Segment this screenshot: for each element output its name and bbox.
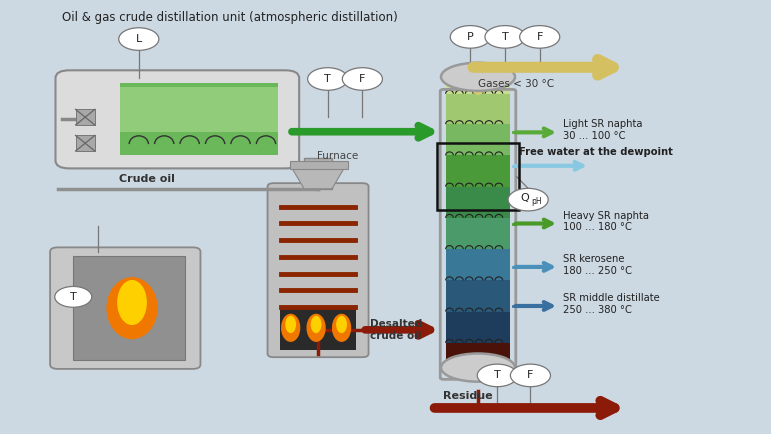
Bar (304, 158, 332, 189)
Text: F: F (527, 370, 534, 381)
Bar (446, 343, 510, 375)
Ellipse shape (285, 316, 296, 333)
Circle shape (119, 28, 159, 50)
Bar (446, 72, 510, 94)
Text: T: T (494, 370, 500, 381)
Circle shape (308, 68, 348, 90)
Text: Free water at the dewpoint: Free water at the dewpoint (519, 147, 673, 157)
Circle shape (485, 26, 525, 48)
Bar (446, 249, 510, 280)
Ellipse shape (117, 280, 146, 325)
Text: F: F (359, 74, 365, 84)
Text: T: T (325, 74, 331, 84)
Bar (280, 307, 356, 350)
Bar (73, 256, 185, 360)
Bar (446, 124, 510, 155)
Circle shape (508, 188, 548, 211)
Text: Desalted
crude oil: Desalted crude oil (370, 319, 423, 341)
Text: pH: pH (531, 197, 542, 206)
Bar (446, 280, 510, 312)
Circle shape (477, 364, 517, 387)
Polygon shape (292, 169, 343, 189)
Bar (120, 87, 278, 132)
Text: F: F (537, 32, 543, 42)
Text: Residue: Residue (443, 391, 493, 401)
Ellipse shape (306, 314, 325, 342)
Text: T: T (70, 292, 76, 302)
Bar (446, 187, 510, 218)
FancyBboxPatch shape (268, 183, 369, 357)
Bar (446, 94, 510, 124)
Bar (120, 83, 278, 155)
Text: Gases < 30 °C: Gases < 30 °C (478, 79, 554, 89)
Ellipse shape (441, 62, 515, 91)
Ellipse shape (447, 358, 509, 381)
Text: T: T (502, 32, 508, 42)
Text: Crude oil: Crude oil (119, 174, 174, 184)
Ellipse shape (441, 353, 515, 382)
Text: SR kerosene
180 ... 250 °C: SR kerosene 180 ... 250 °C (563, 254, 631, 276)
FancyBboxPatch shape (56, 70, 299, 168)
Bar (437, 143, 519, 210)
Bar (76, 135, 95, 151)
Bar (446, 155, 510, 187)
Ellipse shape (336, 316, 347, 333)
Circle shape (55, 286, 92, 307)
Ellipse shape (311, 316, 322, 333)
Ellipse shape (106, 277, 157, 339)
Bar (76, 109, 95, 125)
Circle shape (342, 68, 382, 90)
Text: L: L (136, 34, 142, 44)
Text: Oil & gas crude distillation unit (atmospheric distillation): Oil & gas crude distillation unit (atmos… (62, 11, 397, 24)
Polygon shape (448, 77, 508, 95)
Circle shape (450, 26, 490, 48)
Bar (290, 161, 348, 169)
Text: P: P (467, 32, 473, 42)
Text: Heavy SR naphta
100 ... 180 °C: Heavy SR naphta 100 ... 180 °C (563, 210, 649, 232)
Ellipse shape (332, 314, 351, 342)
Text: SR middle distillate
250 ... 380 °C: SR middle distillate 250 ... 380 °C (563, 293, 659, 315)
Bar (446, 312, 510, 343)
FancyBboxPatch shape (50, 247, 200, 369)
Circle shape (510, 364, 550, 387)
Text: Light SR naphta
30 ... 100 °C: Light SR naphta 30 ... 100 °C (563, 119, 642, 141)
Ellipse shape (281, 314, 300, 342)
Bar (446, 218, 510, 249)
Circle shape (520, 26, 560, 48)
Text: Furnace: Furnace (317, 151, 358, 161)
Text: Q: Q (520, 193, 530, 204)
